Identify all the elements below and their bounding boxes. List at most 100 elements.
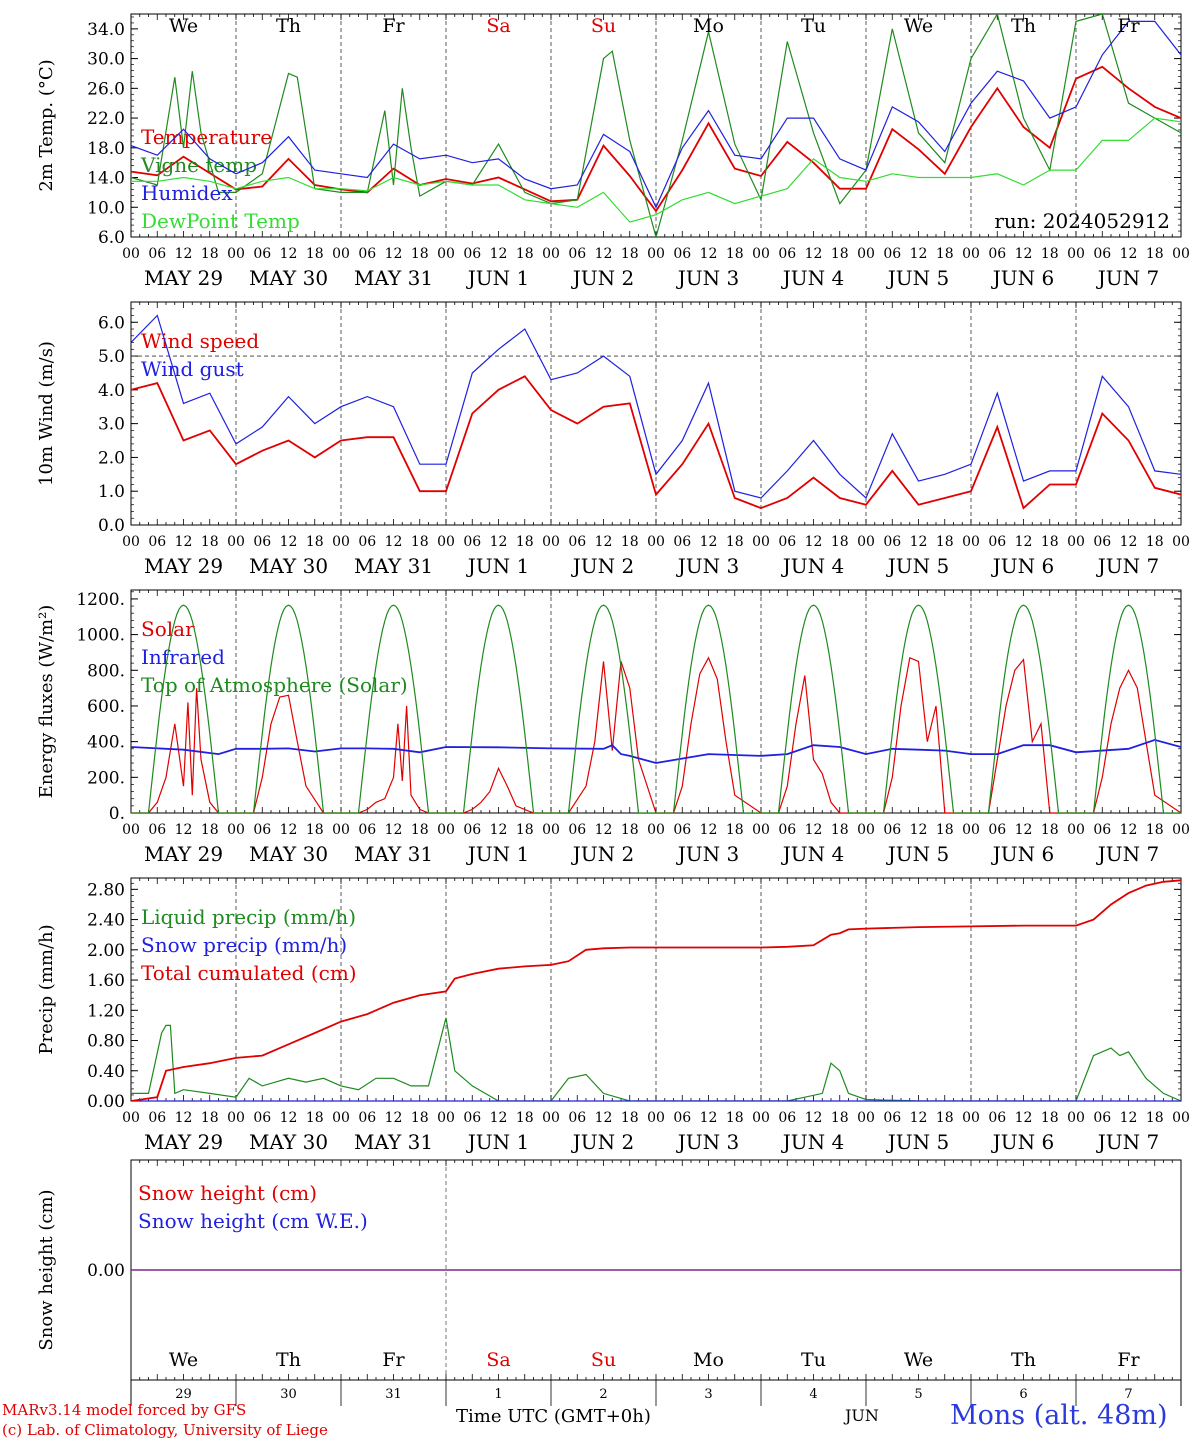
panel-4-hour-label: 06: [673, 1110, 691, 1126]
panel-3-hour-label: 12: [490, 822, 508, 838]
panel-4-hour-label: 00: [857, 1110, 875, 1126]
panel-3-hour-label: 12: [175, 822, 193, 838]
weekday-label-bottom: Th: [1011, 1349, 1036, 1371]
panel-4-hour-label: 06: [253, 1110, 271, 1126]
panel-2-series-2: [131, 314, 1181, 500]
panel-1-date-label: JUN 4: [781, 266, 844, 290]
panel-2-ytick-label: 2.0: [98, 448, 125, 468]
panel-4-hour-label: 00: [122, 1110, 140, 1126]
panel-3-hour-label: 18: [201, 822, 219, 838]
panel-3-legend-2: Infrared: [141, 645, 225, 669]
panel-4-hour-label: 12: [280, 1110, 298, 1126]
panel-4-hour-label: 00: [1172, 1110, 1190, 1126]
weekday-label-top: Fr: [382, 15, 405, 37]
panel-5-ytick-label: 0.00: [87, 1261, 125, 1281]
panel-2-hour-label: 18: [936, 534, 954, 550]
panel-4-legend-3: Total cumulated (cm): [141, 961, 357, 985]
panel-4-hour-label: 06: [568, 1110, 586, 1126]
panel-3-hour-label: 12: [1120, 822, 1138, 838]
panel-3-hour-label: 00: [542, 822, 560, 838]
panel-4-ytick-label: 1.20: [87, 1001, 125, 1021]
panel-2-date-label: MAY 31: [354, 554, 433, 578]
panel-4-hour-label: 12: [700, 1110, 718, 1126]
panel-4-date-label: JUN 1: [466, 1130, 529, 1154]
panel-5-legend-1: Snow height (cm): [138, 1181, 317, 1205]
panel-3-hour-label: 12: [385, 822, 403, 838]
panel-3-hour-label: 12: [700, 822, 718, 838]
panel-2-hour-label: 00: [542, 534, 560, 550]
weekday-label-top: Fr: [1117, 15, 1140, 37]
panel-4-hour-label: 06: [463, 1110, 481, 1126]
panel-3-hour-label: 06: [1093, 822, 1111, 838]
panel-1-hour-label: 18: [306, 246, 324, 262]
panel-4-date-label: MAY 29: [144, 1130, 223, 1154]
month-label: JUN: [845, 1406, 879, 1425]
weekday-label-bottom: We: [904, 1349, 933, 1371]
panel-2-hour-label: 00: [122, 534, 140, 550]
panel-2-hour-label: 00: [962, 534, 980, 550]
panel-1-series-4: [131, 117, 1181, 223]
panel-2-hour-label: 18: [621, 534, 639, 550]
panel-4-legend-1: Liquid precip (mm/h): [141, 905, 356, 929]
credit-line-2: (c) Lab. of Climatology, University of L…: [2, 1421, 328, 1439]
panel-2-hour-label: 06: [883, 534, 901, 550]
panel-1-date-label: JUN 2: [571, 266, 634, 290]
panel-3-hour-label: 00: [752, 822, 770, 838]
panel-3-hour-label: 12: [1015, 822, 1033, 838]
panel-1-hour-label: 06: [253, 246, 271, 262]
panel-2-hour-label: 18: [306, 534, 324, 550]
panel-3-ytick-label: 1200.: [76, 590, 125, 610]
panel-1-hour-label: 18: [516, 246, 534, 262]
panel-4-date-label: JUN 6: [991, 1130, 1054, 1154]
panel-4-hour-label: 18: [621, 1110, 639, 1126]
panel-5-ylabel: Snow height (cm): [36, 1189, 57, 1350]
panel-3-hour-label: 06: [148, 822, 166, 838]
panel-4-hour-label: 00: [542, 1110, 560, 1126]
weekday-label-bottom: Fr: [1117, 1349, 1140, 1371]
panel-2-hour-label: 06: [778, 534, 796, 550]
panel-2-hour-label: 00: [1067, 534, 1085, 550]
panel-4-hour-label: 00: [227, 1110, 245, 1126]
panel-3-date-label: JUN 3: [676, 842, 739, 866]
panel-1-hour-label: 12: [700, 246, 718, 262]
day-number-label: 30: [280, 1387, 297, 1402]
panel-4-hour-label: 06: [1093, 1110, 1111, 1126]
panel-3-hour-label: 18: [621, 822, 639, 838]
panel-3-hour-label: 06: [673, 822, 691, 838]
panel-2-hour-label: 12: [805, 534, 823, 550]
panel-1-hour-label: 00: [752, 246, 770, 262]
panel-1-ytick-label: 6.0: [98, 228, 125, 248]
panel-4-hour-label: 12: [490, 1110, 508, 1126]
panel-4-hour-label: 00: [752, 1110, 770, 1126]
panel-4-hour-label: 12: [1015, 1110, 1033, 1126]
panel-3-date-label: MAY 30: [249, 842, 328, 866]
panel-1-hour-label: 06: [148, 246, 166, 262]
panel-1-legend-3: Humidex: [141, 181, 233, 205]
weekday-label-bottom: Th: [276, 1349, 301, 1371]
panel-1-hour-label: 12: [1120, 246, 1138, 262]
panel-4-ytick-label: 0.40: [87, 1062, 125, 1082]
panel-2-hour-label: 12: [490, 534, 508, 550]
panel-1-hour-label: 12: [1015, 246, 1033, 262]
day-number-label: 4: [809, 1387, 817, 1402]
panel-2-hour-label: 00: [437, 534, 455, 550]
panel-3-hour-label: 00: [122, 822, 140, 838]
panel-2-hour-label: 12: [385, 534, 403, 550]
panel-2-date-label: JUN 1: [466, 554, 529, 578]
panel-4-hour-label: 18: [1041, 1110, 1059, 1126]
panel-4-date-label: JUN 2: [571, 1130, 634, 1154]
panel-3-hour-label: 06: [253, 822, 271, 838]
panel-4-ytick-label: 1.60: [87, 971, 125, 991]
panel-4-hour-label: 00: [962, 1110, 980, 1126]
panel-4-ytick-label: 2.80: [87, 880, 125, 900]
panel-2-hour-label: 00: [332, 534, 350, 550]
panel-1-date-label: MAY 29: [144, 266, 223, 290]
panel-4-date-label: MAY 31: [354, 1130, 433, 1154]
panel-3-hour-label: 12: [910, 822, 928, 838]
credit-line-1: MARv3.14 model forced by GFS: [2, 1401, 247, 1419]
panel-1-hour-label: 12: [490, 246, 508, 262]
panel-4-hour-label: 00: [1067, 1110, 1085, 1126]
panel-3-date-label: MAY 29: [144, 842, 223, 866]
panel-4-hour-label: 06: [883, 1110, 901, 1126]
weekday-label-bottom: We: [169, 1349, 198, 1371]
